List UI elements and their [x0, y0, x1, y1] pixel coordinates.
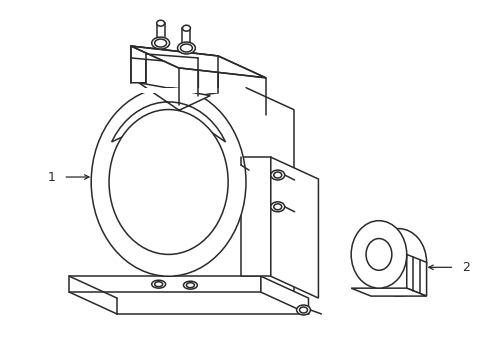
Polygon shape [260, 276, 308, 314]
Ellipse shape [182, 25, 190, 31]
Polygon shape [111, 83, 225, 142]
Ellipse shape [91, 88, 245, 276]
Polygon shape [131, 46, 265, 78]
Polygon shape [270, 157, 318, 298]
Text: 2: 2 [461, 261, 469, 274]
Polygon shape [131, 46, 145, 83]
Ellipse shape [177, 42, 195, 54]
Ellipse shape [183, 281, 197, 289]
Ellipse shape [186, 283, 194, 288]
Polygon shape [131, 46, 218, 66]
Ellipse shape [366, 239, 391, 270]
Ellipse shape [156, 20, 164, 26]
Ellipse shape [109, 109, 228, 255]
Ellipse shape [270, 170, 284, 180]
Ellipse shape [180, 44, 192, 52]
Ellipse shape [299, 307, 307, 313]
Ellipse shape [151, 37, 169, 49]
Polygon shape [406, 255, 426, 296]
Polygon shape [91, 88, 245, 93]
Ellipse shape [270, 202, 284, 212]
Polygon shape [241, 157, 270, 276]
Polygon shape [198, 58, 218, 96]
Polygon shape [350, 288, 426, 296]
Polygon shape [69, 276, 260, 292]
Text: 1: 1 [47, 171, 55, 184]
Ellipse shape [273, 172, 281, 178]
Ellipse shape [350, 221, 406, 288]
Ellipse shape [154, 282, 163, 287]
Ellipse shape [370, 229, 426, 296]
Ellipse shape [296, 305, 310, 315]
Ellipse shape [273, 204, 281, 210]
Ellipse shape [154, 39, 166, 47]
Ellipse shape [151, 280, 165, 288]
